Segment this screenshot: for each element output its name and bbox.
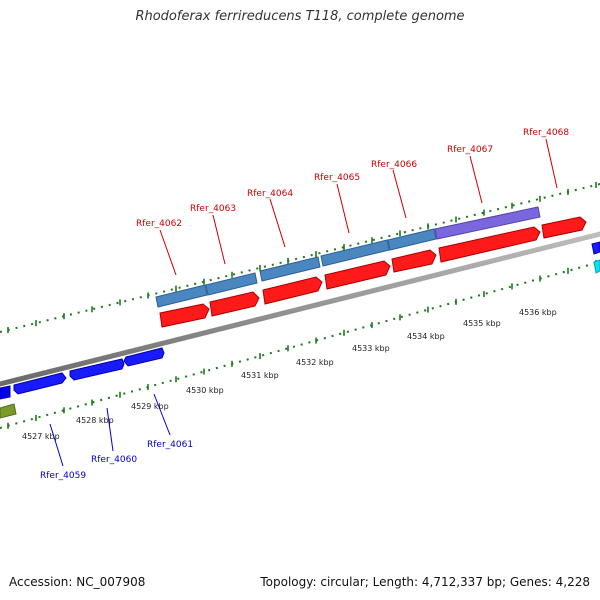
reverse-gene-labels: Rfer_4059 Rfer_4060 Rfer_4061	[40, 393, 193, 481]
gene-label-reverse[interactable]: Rfer_4060	[91, 455, 137, 465]
label-leader-line	[392, 169, 407, 219]
cds-arrow-forward[interactable]	[438, 226, 541, 263]
scale-label: 4534 kbp	[407, 332, 445, 341]
gene-label-forward[interactable]: Rfer_4065	[314, 173, 360, 183]
scale-label: 4528 kbp	[76, 416, 114, 425]
cds-arrow-reverse[interactable]	[13, 372, 67, 395]
forward-cds-group	[159, 216, 587, 328]
gene-label-forward[interactable]: Rfer_4066	[371, 160, 417, 170]
scale-label: 4536 kbp	[519, 308, 557, 317]
label-leader-line	[49, 423, 64, 467]
genome-backbone	[0, 231, 600, 387]
genome-stats-text: Topology: circular; Length: 4,712,337 bp…	[260, 575, 590, 589]
scale-label: 4529 kbp	[131, 402, 169, 411]
gene-block-violet[interactable]	[434, 206, 541, 240]
cds-arrow-forward[interactable]	[391, 249, 437, 273]
label-leader-line	[469, 155, 483, 204]
cds-arrow-forward[interactable]	[262, 276, 323, 305]
outer-major-ticks	[7, 181, 597, 334]
label-leader-line	[336, 183, 350, 234]
scale-label: 4527 kbp	[22, 432, 60, 441]
label-leader-line	[269, 198, 286, 248]
scale-label: 4530 kbp	[186, 386, 224, 395]
gene-block[interactable]	[320, 239, 390, 267]
outer-tick-track	[0, 181, 600, 334]
cds-arrow-reverse[interactable]	[69, 358, 125, 381]
gene-block[interactable]	[387, 228, 437, 251]
gene-block[interactable]	[205, 272, 258, 296]
scale-label: 4532 kbp	[296, 358, 334, 367]
scale-label: 4531 kbp	[241, 371, 279, 380]
cds-arrow-reverse[interactable]	[0, 385, 11, 400]
scale-label: 4535 kbp	[463, 319, 501, 328]
cds-arrow-forward[interactable]	[159, 303, 210, 328]
scale-labels: 4527 kbp 4528 kbp 4529 kbp 4530 kbp 4531 kbp…	[22, 308, 557, 441]
gene-block[interactable]	[155, 284, 208, 308]
label-leader-line	[153, 393, 171, 436]
label-leader-line	[212, 214, 226, 265]
cds-misc-cyan[interactable]	[593, 259, 600, 274]
gene-label-reverse[interactable]: Rfer_4059	[40, 471, 86, 481]
gene-label-forward[interactable]: Rfer_4067	[447, 145, 493, 155]
gene-label-forward[interactable]: Rfer_4068	[523, 128, 569, 138]
accession-text: Accession: NC_007908	[9, 575, 146, 589]
scale-label: 4533 kbp	[352, 344, 390, 353]
label-leader-line	[106, 407, 114, 452]
gene-label-reverse[interactable]: Rfer_4061	[147, 440, 193, 450]
cds-arrow-forward[interactable]	[324, 260, 391, 290]
gene-label-forward[interactable]: Rfer_4062	[136, 219, 182, 229]
cds-arrow-reverse[interactable]	[123, 347, 165, 367]
forward-gene-group	[155, 206, 541, 308]
gene-label-forward[interactable]: Rfer_4063	[190, 204, 236, 214]
label-leader-line	[159, 229, 177, 276]
cds-arrow-forward[interactable]	[209, 291, 260, 317]
gene-block[interactable]	[259, 256, 321, 282]
cds-arrow-reverse[interactable]	[591, 241, 600, 255]
forward-gene-labels: Rfer_4062 Rfer_4063 Rfer_4064 Rfer_4065 Rfer…	[136, 128, 569, 276]
map-title: Rhodoferax ferrireducens T118, complete …	[135, 9, 465, 24]
cds-arrow-forward[interactable]	[541, 216, 587, 239]
cds-misc-olive[interactable]	[0, 403, 17, 419]
gene-label-forward[interactable]: Rfer_4064	[247, 189, 293, 199]
label-leader-line	[545, 138, 558, 189]
reverse-cds-group	[0, 241, 600, 419]
